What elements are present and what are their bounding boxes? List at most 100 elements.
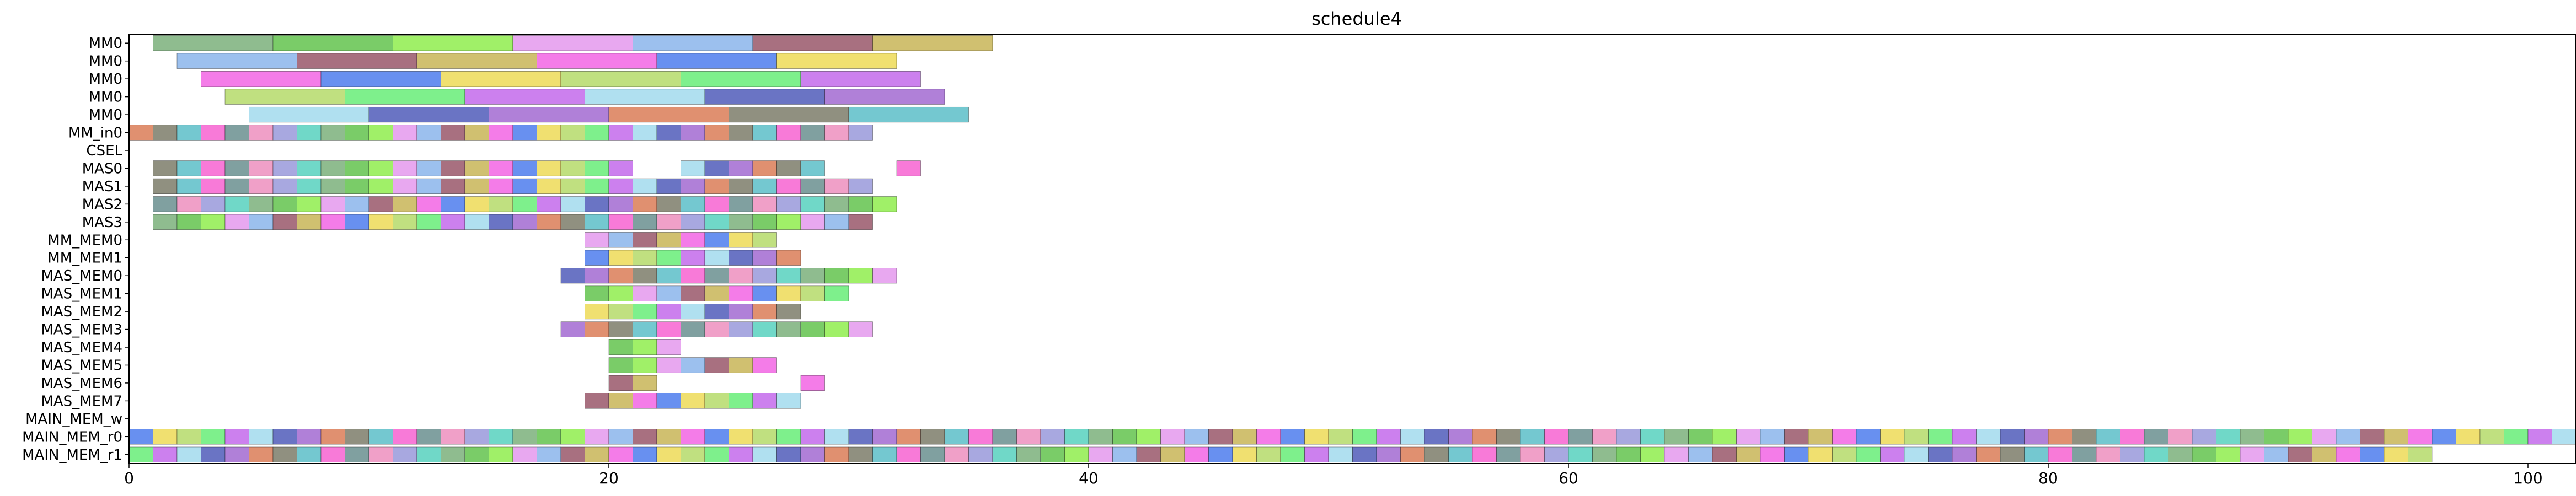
task-bar xyxy=(1520,446,1545,462)
task-bar xyxy=(608,375,633,391)
task-bar xyxy=(800,71,921,87)
task-bar xyxy=(800,214,825,230)
task-bar xyxy=(633,125,657,141)
task-bar xyxy=(201,125,226,141)
task-bar xyxy=(920,429,945,445)
y-tick-label: MAS_MEM6 xyxy=(41,375,122,392)
task-bar xyxy=(2072,429,2097,445)
task-bar xyxy=(848,446,873,462)
task-bar xyxy=(776,321,801,337)
task-bar xyxy=(2120,429,2145,445)
task-bar xyxy=(608,268,633,284)
task-bar xyxy=(681,321,705,337)
task-bar xyxy=(2288,446,2312,462)
task-bar xyxy=(1568,446,1593,462)
task-bar xyxy=(608,250,633,266)
task-bar xyxy=(201,196,226,212)
task-bar xyxy=(608,232,633,248)
task-bar xyxy=(512,160,537,176)
task-bar xyxy=(608,429,633,445)
task-bar xyxy=(2527,429,2552,445)
task-bar xyxy=(489,125,513,141)
task-bar xyxy=(752,214,777,230)
task-bar xyxy=(633,321,657,337)
task-bar xyxy=(2432,429,2456,445)
task-bar xyxy=(345,89,465,105)
task-bar xyxy=(1880,429,1905,445)
task-bar xyxy=(752,250,777,266)
task-bar xyxy=(704,268,729,284)
task-bar xyxy=(752,304,777,320)
task-bar xyxy=(1952,446,1977,462)
task-bar xyxy=(896,446,921,462)
task-bar xyxy=(153,446,178,462)
task-bar xyxy=(681,196,705,212)
task-bar xyxy=(2048,446,2072,462)
task-bar xyxy=(752,232,777,248)
task-bar xyxy=(1304,446,1329,462)
y-tick-label: MM0 xyxy=(89,35,122,52)
x-tick-label: 60 xyxy=(1559,469,1578,487)
task-bar xyxy=(1760,446,1785,462)
x-tick-label: 0 xyxy=(124,469,134,487)
task-bar xyxy=(512,214,537,230)
task-bar xyxy=(201,446,226,462)
task-bar xyxy=(585,125,609,141)
y-tick-label: MAS_MEM7 xyxy=(41,393,122,409)
task-bar xyxy=(656,357,681,373)
task-bar xyxy=(848,268,873,284)
task-bar xyxy=(2504,429,2529,445)
y-tick-label: MAS_MEM3 xyxy=(41,322,122,338)
task-bar xyxy=(824,268,849,284)
task-bar xyxy=(656,125,681,141)
task-bar xyxy=(1616,429,1641,445)
task-bar xyxy=(585,321,609,337)
task-bar xyxy=(560,214,585,230)
task-bar xyxy=(537,429,561,445)
task-bar xyxy=(2240,429,2264,445)
task-bar xyxy=(608,196,633,212)
task-bar xyxy=(368,214,393,230)
task-bar xyxy=(464,125,489,141)
task-bar xyxy=(2312,446,2337,462)
task-bar xyxy=(1904,429,1929,445)
task-bar xyxy=(729,106,849,123)
task-bar xyxy=(729,446,753,462)
task-bar xyxy=(153,125,178,141)
task-bar xyxy=(633,268,657,284)
x-tick-label: 100 xyxy=(2513,469,2542,487)
task-bar xyxy=(704,232,729,248)
task-bar xyxy=(441,160,465,176)
task-bar xyxy=(224,160,249,176)
task-bar xyxy=(752,446,777,462)
x-tick-label: 40 xyxy=(1079,469,1099,487)
task-bar xyxy=(1688,446,1713,462)
task-bar xyxy=(800,321,825,337)
y-tick-label: MAS_MEM2 xyxy=(41,304,122,320)
task-bar xyxy=(464,196,489,212)
y-tick-label: MM0 xyxy=(89,89,122,106)
task-bar xyxy=(824,446,849,462)
task-bar xyxy=(368,196,393,212)
task-bar xyxy=(585,178,609,194)
task-bar xyxy=(224,429,249,445)
task-bar xyxy=(2216,446,2241,462)
task-bar xyxy=(1616,446,1641,462)
task-bar xyxy=(560,125,585,141)
y-tick-label: MAIN_MEM_r0 xyxy=(22,429,122,445)
task-bar xyxy=(416,53,537,69)
task-bar xyxy=(1568,429,1593,445)
task-bar xyxy=(297,446,322,462)
task-bar xyxy=(608,214,633,230)
task-bar xyxy=(2192,429,2216,445)
task-bar xyxy=(681,214,705,230)
task-bar xyxy=(1448,446,1473,462)
task-bar xyxy=(1496,429,1521,445)
task-bar xyxy=(752,268,777,284)
task-bar xyxy=(1016,429,1041,445)
task-bar xyxy=(633,178,657,194)
task-bar xyxy=(489,429,513,445)
task-bar xyxy=(2288,429,2312,445)
task-bar xyxy=(681,71,801,87)
task-bar xyxy=(704,321,729,337)
